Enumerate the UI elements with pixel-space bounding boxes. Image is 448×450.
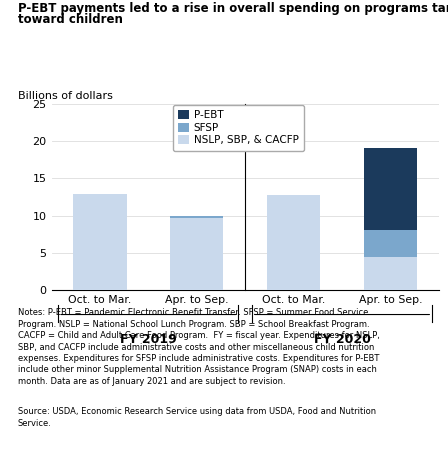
Text: Source: USDA, Economic Research Service using data from USDA, Food and Nutrition: Source: USDA, Economic Research Service … bbox=[18, 407, 376, 427]
Text: Notes: P-EBT = Pandemic Electronic Benefit Transfer. SFSP = Summer Food Service
: Notes: P-EBT = Pandemic Electronic Benef… bbox=[18, 308, 380, 386]
Bar bbox=[364, 148, 417, 230]
Text: P-EBT payments led to a rise in overall spending on programs targeted: P-EBT payments led to a rise in overall … bbox=[18, 2, 448, 15]
Bar bbox=[364, 256, 417, 290]
Text: FY 2019: FY 2019 bbox=[120, 333, 177, 346]
Text: FY 2020: FY 2020 bbox=[314, 333, 370, 346]
Text: Billions of dollars: Billions of dollars bbox=[18, 91, 113, 101]
Bar bbox=[267, 195, 320, 290]
Bar bbox=[73, 194, 127, 290]
Bar bbox=[170, 218, 224, 290]
Bar bbox=[364, 230, 417, 256]
Bar bbox=[170, 216, 224, 218]
Legend: P-EBT, SFSP, NSLP, SBP, & CACFP: P-EBT, SFSP, NSLP, SBP, & CACFP bbox=[173, 105, 304, 151]
Text: toward children: toward children bbox=[18, 13, 123, 26]
